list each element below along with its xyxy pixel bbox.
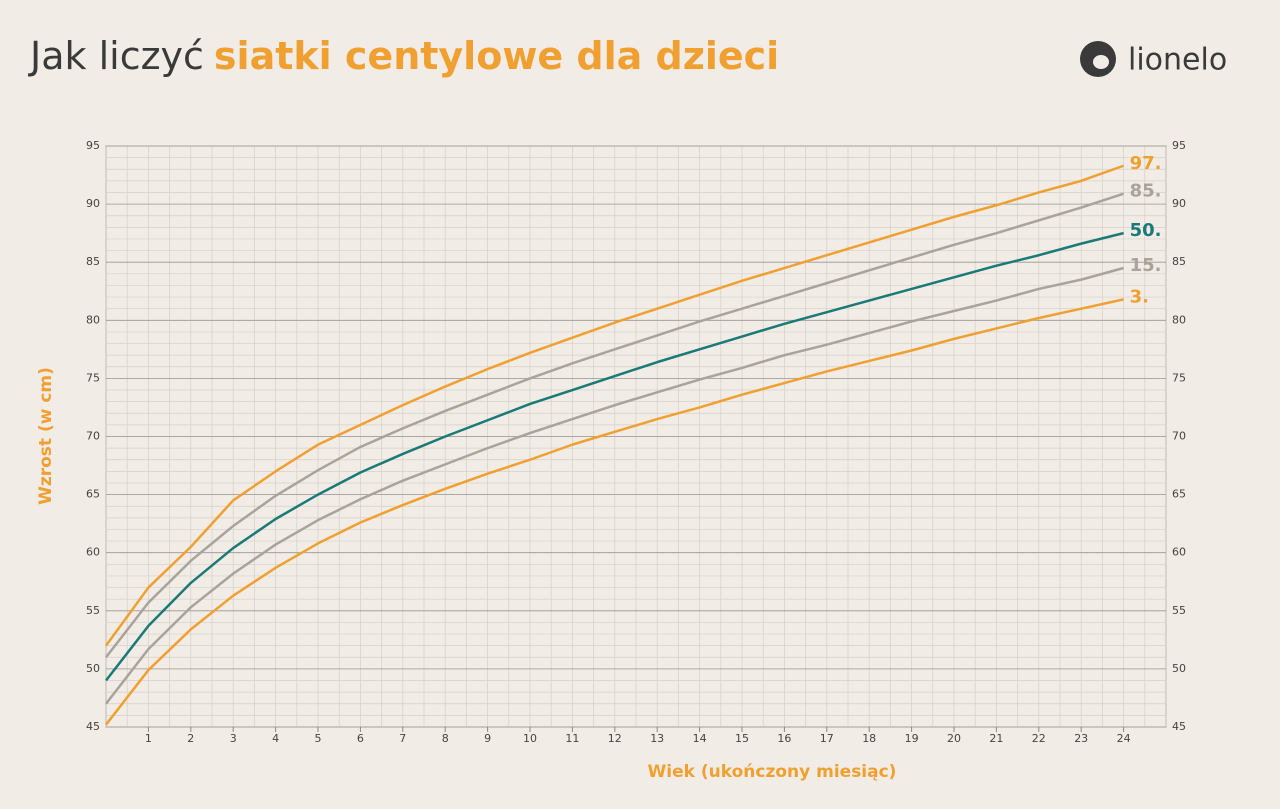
y-tick-label-right: 90 <box>1172 197 1186 210</box>
y-tick-label: 75 <box>86 371 100 384</box>
x-tick-label: 2 <box>187 732 194 745</box>
series-label: 85. <box>1130 181 1162 202</box>
title-highlight: siatki centylowe dla dzieci <box>214 34 779 78</box>
x-tick-label: 6 <box>357 732 364 745</box>
x-tick-label: 12 <box>608 732 622 745</box>
y-tick-label-right: 85 <box>1172 255 1186 268</box>
x-tick-label: 1 <box>145 732 152 745</box>
x-tick-label: 15 <box>735 732 749 745</box>
x-tick-label: 13 <box>650 732 664 745</box>
y-tick-label-right: 50 <box>1172 662 1186 675</box>
x-tick-label: 18 <box>862 732 876 745</box>
x-tick-label: 22 <box>1032 732 1046 745</box>
series-label: 3. <box>1130 286 1149 307</box>
x-tick-label: 11 <box>565 732 579 745</box>
y-tick-label: 45 <box>86 720 100 733</box>
x-tick-label: 8 <box>442 732 449 745</box>
y-tick-label: 65 <box>86 488 100 501</box>
title-text: Jak liczyć <box>28 34 204 78</box>
x-tick-label: 14 <box>693 732 707 745</box>
series-line <box>105 266 1124 705</box>
brand: lionelo <box>1128 43 1227 78</box>
x-tick-label: 16 <box>777 732 791 745</box>
x-tick-label: 7 <box>399 732 406 745</box>
y-tick-label: 50 <box>86 662 100 675</box>
y-tick-label-right: 70 <box>1172 430 1186 443</box>
y-tick-label: 80 <box>86 313 100 326</box>
y-tick-label-right: 95 <box>1172 139 1186 152</box>
y-tick-label: 70 <box>86 430 100 443</box>
x-tick-label: 17 <box>820 732 834 745</box>
y-tick-label: 95 <box>86 139 100 152</box>
x-tick-label: 3 <box>230 732 237 745</box>
y-tick-label-right: 80 <box>1172 313 1186 326</box>
series-line <box>105 298 1124 726</box>
x-tick-label: 5 <box>315 732 322 745</box>
y-tick-label-right: 75 <box>1172 371 1186 384</box>
series-line <box>104 164 1125 647</box>
y-tick-label-right: 45 <box>1172 720 1186 733</box>
x-tick-label: 21 <box>989 732 1003 745</box>
y-axis-label: Wzrost (w cm) <box>36 367 56 505</box>
x-tick-label: 24 <box>1117 732 1131 745</box>
series-label: 50. <box>1130 220 1162 241</box>
series-label: 15. <box>1130 255 1162 276</box>
y-tick-label: 90 <box>86 197 100 210</box>
x-tick-label: 4 <box>272 732 279 745</box>
y-tick-label-right: 65 <box>1172 488 1186 501</box>
series-line <box>105 231 1124 682</box>
x-tick-label: 19 <box>905 732 919 745</box>
x-tick-label: 10 <box>523 732 537 745</box>
y-tick-label: 85 <box>86 255 100 268</box>
y-tick-label: 60 <box>86 546 100 559</box>
x-tick-label: 23 <box>1074 732 1088 745</box>
logo-icon-inner <box>1093 55 1109 69</box>
series-line <box>105 192 1124 659</box>
x-tick-label: 9 <box>484 732 491 745</box>
y-tick-label-right: 60 <box>1172 546 1186 559</box>
chart-title: Jak liczyć siatki centylowe dla dzieci <box>28 34 779 78</box>
x-axis-label: Wiek (ukończony miesiąc) <box>648 762 897 782</box>
series-label: 97. <box>1130 153 1162 174</box>
x-tick-label: 20 <box>947 732 961 745</box>
y-tick-label-right: 55 <box>1172 604 1186 617</box>
y-tick-label: 55 <box>86 604 100 617</box>
